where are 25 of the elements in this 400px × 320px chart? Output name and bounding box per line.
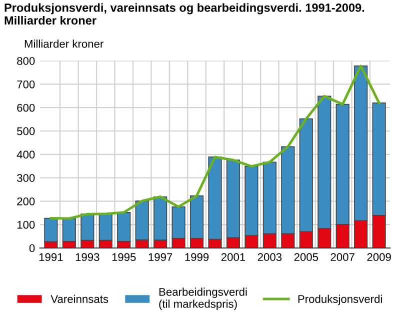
y-axis-title: Milliarder kroner — [24, 40, 104, 48]
y-tick-label: 700 — [17, 80, 35, 88]
x-tick-label: 2005 — [294, 253, 318, 262]
x-tick-label: 1991 — [39, 253, 63, 262]
y-tick-label: 800 — [17, 57, 35, 65]
y-tick-label: 300 — [17, 174, 35, 182]
x-tick-label: 2009 — [367, 253, 391, 262]
legend-label: Vareinnsats — [50, 294, 108, 303]
chart-title: Produksjonsverdi, vareinnsats og bearbeidingsverdi. 1991-2009. Milliarder kroner — [4, 3, 364, 25]
x-tick-label: 2003 — [258, 253, 282, 262]
legend-label: Produksjonsverdi — [298, 294, 382, 306]
y-tick-label: 600 — [17, 104, 35, 112]
y-tick-label: 500 — [17, 127, 35, 136]
x-tick-label: 1999 — [185, 253, 209, 262]
y-tick-label: 200 — [17, 197, 35, 206]
y-tick-label: 400 — [16, 150, 35, 159]
x-tick-label: 1997 — [148, 253, 172, 262]
x-tick-label: 2001 — [221, 253, 246, 262]
legend-label: Bearbeidingsverdi (til markedspris) — [159, 288, 247, 310]
x-tick-label: 1995 — [112, 253, 136, 262]
y-tick-label: 100 — [17, 220, 35, 229]
line-series — [50, 64, 380, 220]
y-tick-label: 0 — [29, 244, 35, 252]
x-tick-label: 1993 — [76, 253, 100, 262]
x-tick-label: 2007 — [330, 253, 354, 262]
